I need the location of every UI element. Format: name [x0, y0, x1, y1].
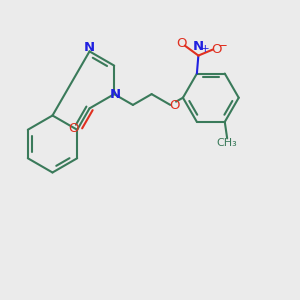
Text: CH₃: CH₃ — [217, 138, 238, 148]
Text: O: O — [169, 99, 180, 112]
Text: N: N — [84, 41, 95, 54]
Text: N: N — [193, 40, 204, 53]
Text: −: − — [218, 40, 227, 52]
Text: O: O — [211, 44, 222, 56]
Text: +: + — [201, 44, 209, 54]
Text: O: O — [176, 38, 187, 50]
Text: O: O — [68, 122, 79, 135]
Text: N: N — [110, 88, 121, 100]
